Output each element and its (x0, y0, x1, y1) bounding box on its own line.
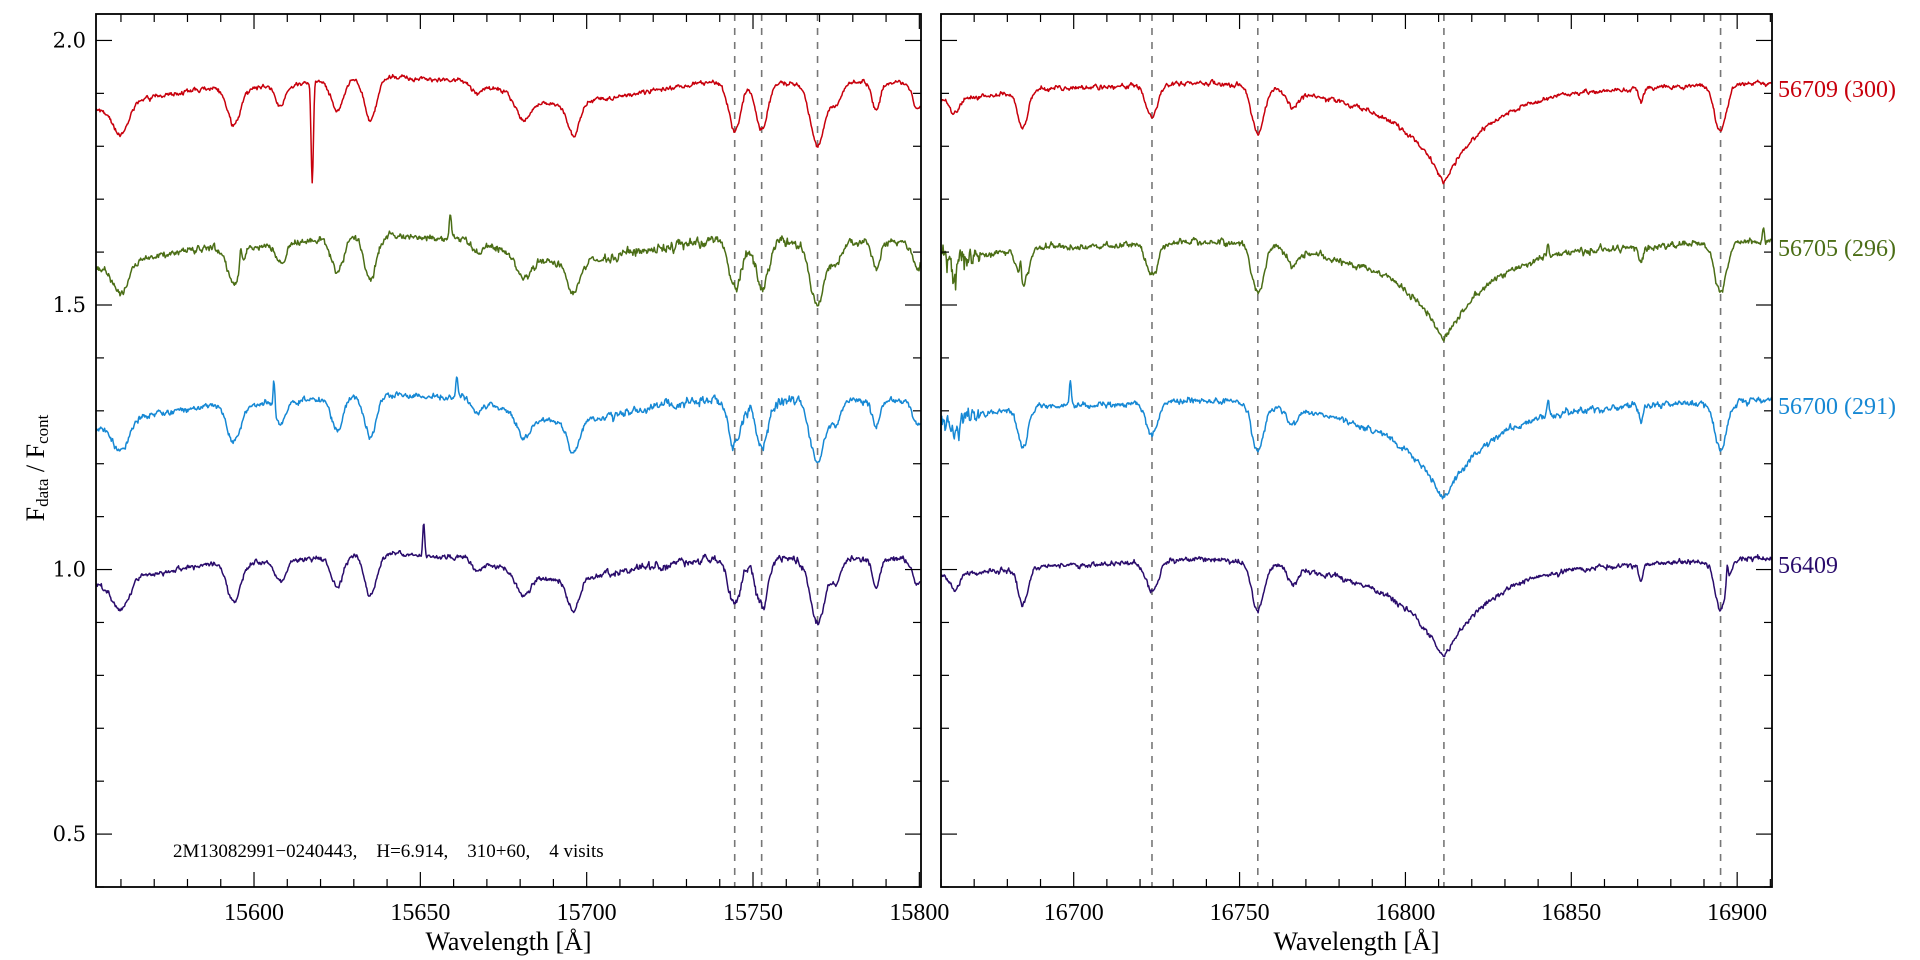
y-title-sub-den: cont (33, 414, 52, 444)
svg-text:Fdata / Fcont: Fdata / Fcont (21, 414, 52, 521)
y-title-sub-num: data (33, 478, 52, 507)
x-tick-label: 15750 (723, 900, 783, 926)
panel-frame (95, 13, 922, 888)
y-tick-label: 1.0 (53, 558, 86, 582)
spectrum-56409 (941, 554, 1772, 658)
series-label-56709: 56709 (300) (1778, 77, 1896, 103)
series-group (96, 73, 921, 626)
spectrum-56409 (96, 523, 921, 626)
spectrum-56700 (96, 376, 921, 463)
series-group (941, 78, 1772, 658)
y-tick-label: 1.5 (53, 293, 86, 317)
spectrum-56705 (941, 227, 1772, 342)
spectrum-56709 (941, 78, 1772, 185)
panel-1: 15600 15650 15700 15750 15800 Wavelength [Å] 0… (53, 13, 949, 956)
y-tick-label: 0.5 (53, 822, 86, 846)
x-tick-label: 16750 (1210, 900, 1270, 926)
spectrum-56705 (96, 214, 921, 307)
x-axis-title: Wavelength [Å] (425, 927, 591, 956)
series-label-56705: 56705 (296) (1778, 236, 1896, 262)
x-tick-label: 16700 (1044, 900, 1104, 926)
panel-frame (940, 13, 1773, 888)
x-tick-label: 16900 (1707, 900, 1767, 926)
series-label-56700: 56700 (291) (1778, 394, 1896, 420)
spectrum-56700 (941, 379, 1772, 500)
x-tick-label: 15600 (224, 900, 284, 926)
panel-2: 16700 16750 16800 16850 16900 Wavelength [Å] (940, 13, 1773, 956)
x-tick-label: 16800 (1375, 900, 1435, 926)
x-tick-label: 16850 (1541, 900, 1601, 926)
y-tick-label: 2.0 (53, 28, 86, 52)
y-title-sep: / F (21, 444, 50, 479)
x-axis-title: Wavelength [Å] (1273, 927, 1439, 956)
panels: 15600 15650 15700 15750 15800 Wavelength [Å] 0… (53, 13, 1773, 956)
series-label-56409: 56409 (1778, 553, 1838, 579)
spectrum-56709 (96, 73, 921, 184)
series-labels: 56709 (300) 56705 (296) 56700 (291) 56409 (1778, 77, 1896, 579)
y-title-main: F (21, 507, 50, 521)
x-tick-label: 15650 (390, 900, 450, 926)
x-tick-label: 15700 (557, 900, 617, 926)
star-annotation: 2M13082991−0240443, H=6.914, 310+60, 4 v… (173, 841, 604, 862)
x-tick-label: 15800 (889, 900, 949, 926)
y-axis-title: Fdata / Fcont (21, 414, 52, 521)
